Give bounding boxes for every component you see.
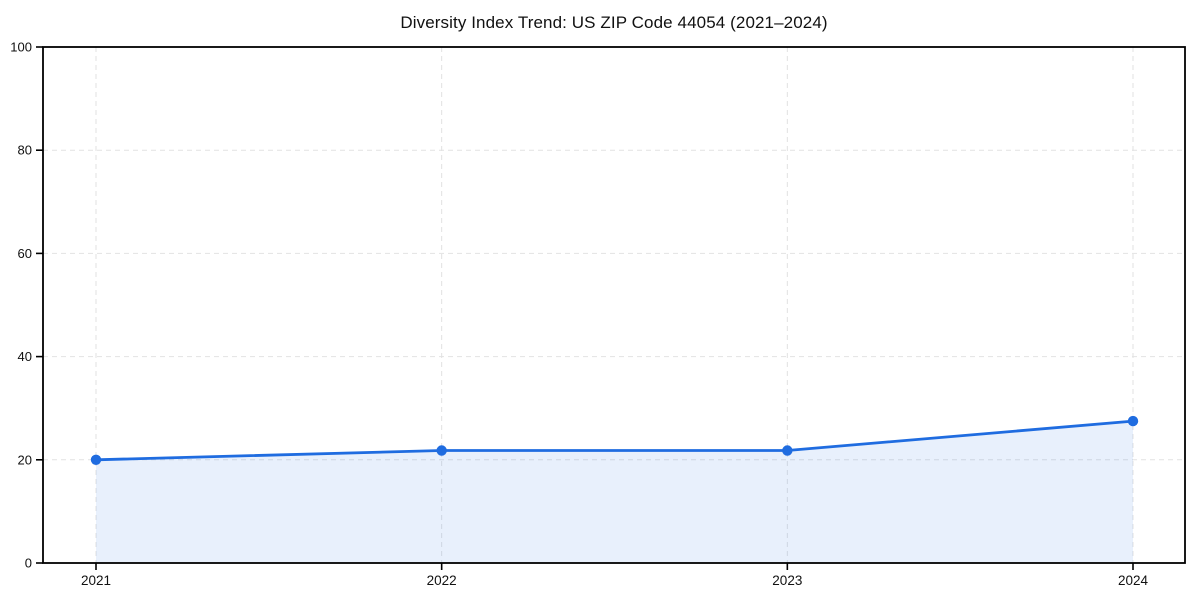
y-tick-label: 60 xyxy=(18,246,32,261)
data-point-2023 xyxy=(782,445,793,456)
x-tick-label: 2023 xyxy=(772,573,802,588)
y-tick-label: 40 xyxy=(18,349,32,364)
trend-line xyxy=(94,419,1135,462)
x-tick-label: 2021 xyxy=(81,573,111,588)
x-tick-label: 2024 xyxy=(1118,573,1149,588)
data-point-2021 xyxy=(90,454,102,465)
data-point-2022 xyxy=(436,445,447,456)
x-tick-label: 2022 xyxy=(427,573,457,588)
data-point-2024 xyxy=(1127,415,1139,427)
y-tick-label: 0 xyxy=(25,556,32,571)
chart-title: Diversity Index Trend: US ZIP Code 44054… xyxy=(400,13,828,32)
plot-frame xyxy=(42,46,1186,564)
area-fill xyxy=(96,421,1133,563)
y-tick-label: 80 xyxy=(18,143,32,158)
y-tick-label: 20 xyxy=(18,452,32,467)
y-tick-label: 100 xyxy=(10,40,32,55)
